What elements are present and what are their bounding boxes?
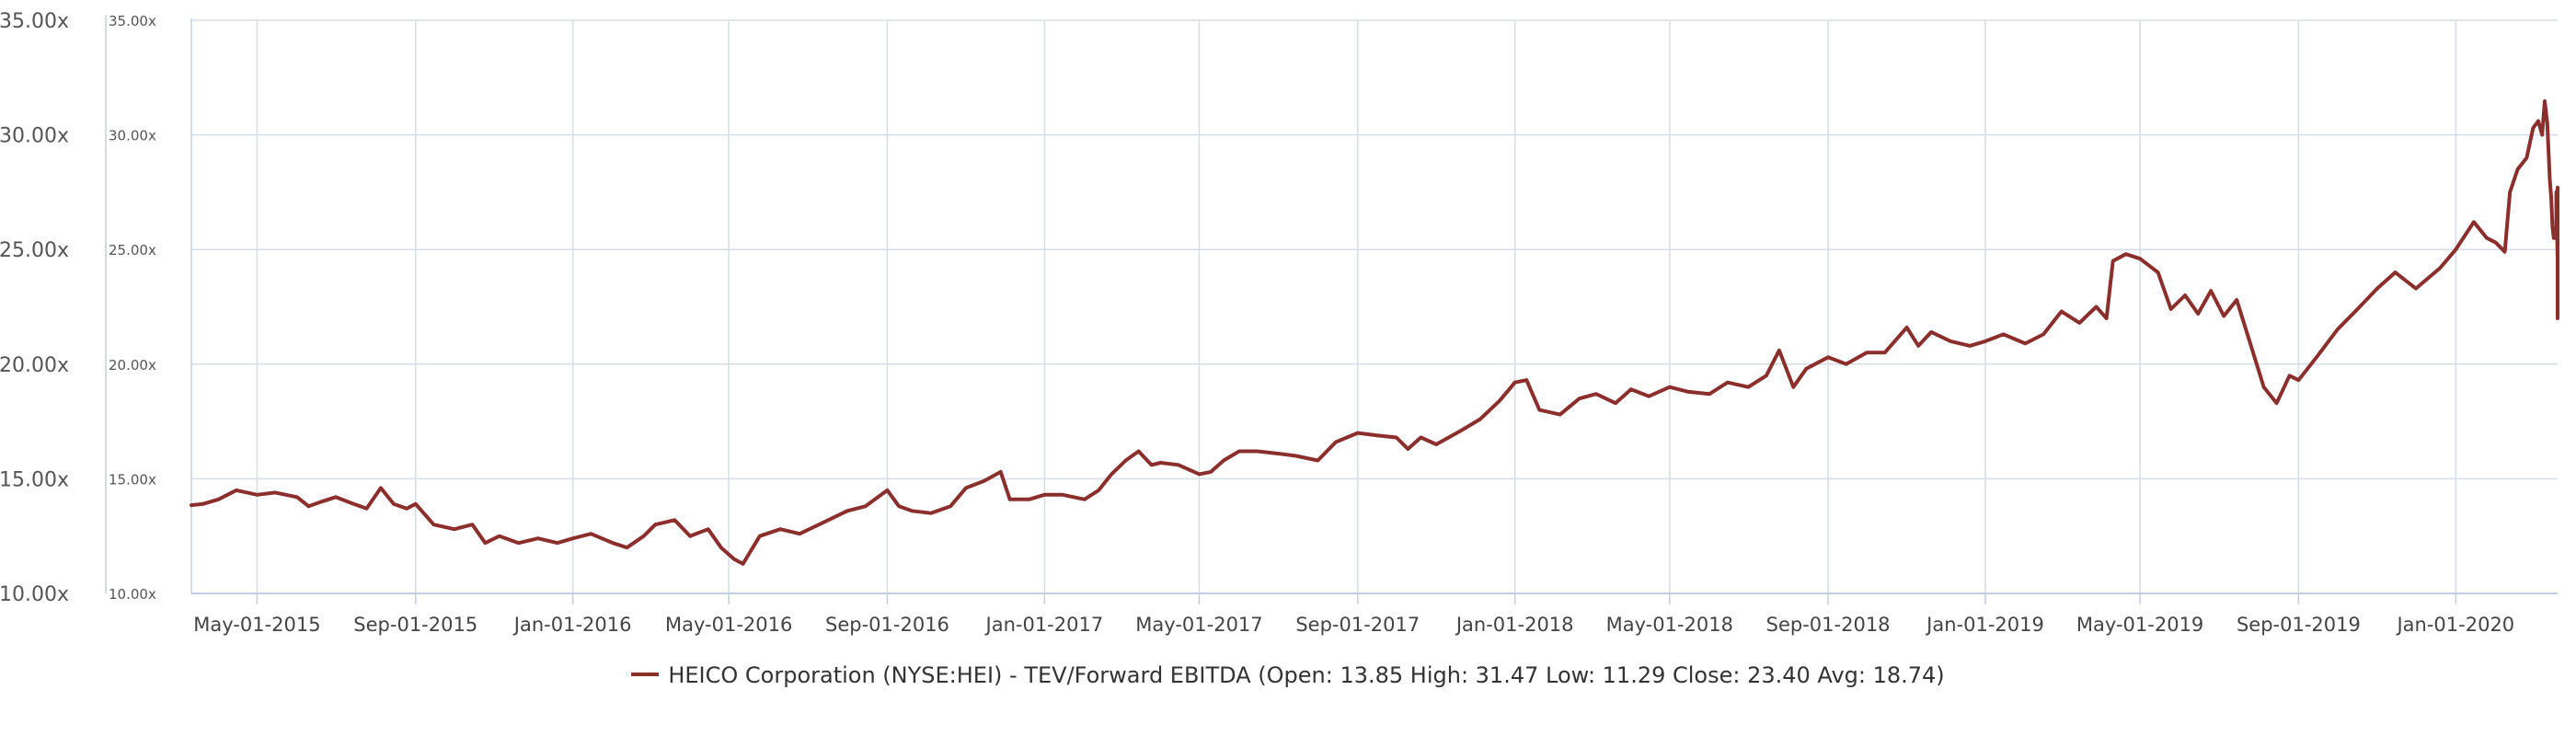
y-tick-label-outer: 20.00x xyxy=(0,354,69,377)
x-tick-label: Sep-01-2016 xyxy=(825,614,949,636)
series-layer xyxy=(190,99,2559,566)
x-tick-label: Jan-01-2020 xyxy=(2395,614,2514,636)
x-tick-label: May-01-2017 xyxy=(1135,614,1262,636)
x-tick-label: Jan-01-2016 xyxy=(512,614,632,636)
legend[interactable]: HEICO Corporation (NYSE:HEI) - TEV/Forwa… xyxy=(0,662,2576,688)
x-tick-label: May-01-2016 xyxy=(665,614,792,636)
x-tick-label: Jan-01-2018 xyxy=(1455,614,1574,636)
legend-swatch xyxy=(631,673,660,676)
y-tick-label-inner: 30.00x xyxy=(109,128,156,144)
x-tick-label: Sep-01-2015 xyxy=(353,614,477,636)
axes xyxy=(105,15,2558,604)
y-tick-label-outer: 25.00x xyxy=(0,239,69,262)
x-tick-label: May-01-2018 xyxy=(1606,614,1733,636)
x-tick-label: Sep-01-2019 xyxy=(2237,614,2361,636)
x-tick-label: May-01-2019 xyxy=(2076,614,2203,636)
y-tick-label-inner: 20.00x xyxy=(109,357,156,374)
grid-lines xyxy=(191,19,2558,594)
y-axis-inner-tick-labels: 10.00x 15.00x 20.00x 25.00x 30.00x 35.00x xyxy=(109,13,156,603)
y-tick-label-outer: 35.00x xyxy=(0,10,69,33)
y-tick-label-inner: 35.00x xyxy=(109,13,156,29)
x-tick-label: Sep-01-2018 xyxy=(1766,614,1891,636)
y-tick-label-inner: 15.00x xyxy=(109,471,156,488)
y-tick-label-outer: 15.00x xyxy=(0,468,69,491)
y-tick-label-outer: 10.00x xyxy=(0,583,69,606)
x-tick-label: Sep-01-2017 xyxy=(1295,614,1420,636)
x-tick-label: Jan-01-2017 xyxy=(984,614,1104,636)
y-tick-label-inner: 25.00x xyxy=(109,242,156,259)
legend-label: HEICO Corporation (NYSE:HEI) - TEV/Forwa… xyxy=(668,662,1945,688)
y-tick-label-outer: 30.00x xyxy=(0,125,69,148)
series-line[interactable] xyxy=(190,99,2559,566)
x-axis-tick-labels: May-01-2015 Sep-01-2015 Jan-01-2016 May-01-… xyxy=(193,614,2514,636)
x-tick-label: Jan-01-2019 xyxy=(1925,614,2044,636)
y-tick-label-inner: 10.00x xyxy=(109,586,156,603)
x-tick-label: May-01-2015 xyxy=(193,614,320,636)
y-axis-outer-tick-labels: 10.00x 15.00x 20.00x 25.00x 30.00x 35.00x xyxy=(0,10,69,606)
